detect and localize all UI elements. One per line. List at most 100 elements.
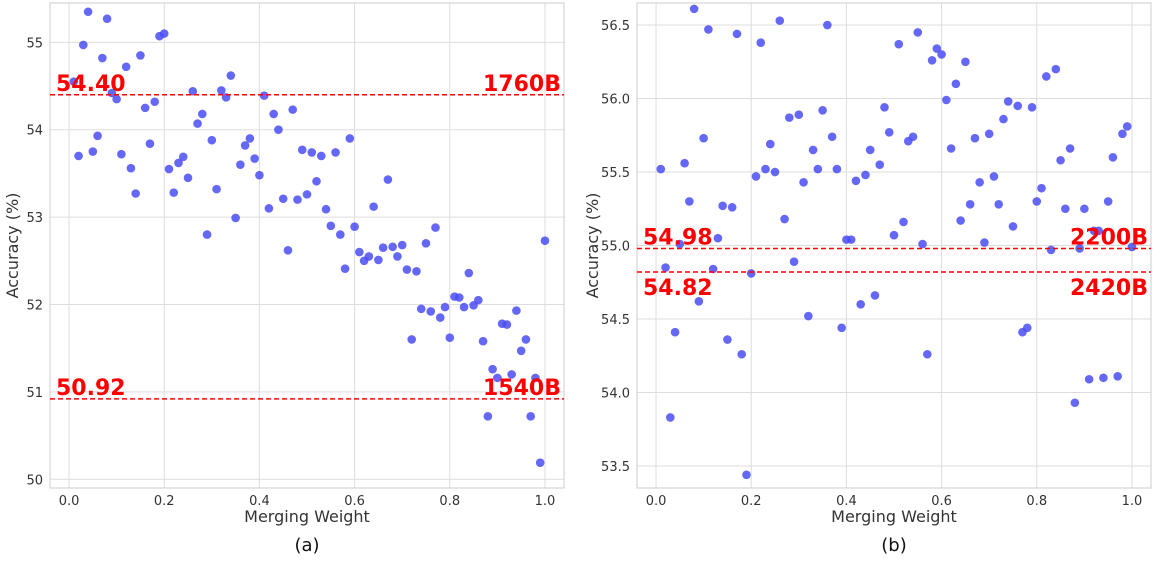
data-point (331, 148, 340, 157)
data-point (961, 57, 970, 67)
data-point (507, 370, 516, 379)
data-point (283, 246, 293, 255)
y-axis-label: Accuracy (%) (3, 193, 22, 299)
data-point (421, 239, 431, 248)
data-point (804, 311, 813, 321)
data-point (1099, 373, 1108, 383)
data-point (994, 200, 1004, 209)
plot-frame (49, 2, 565, 489)
data-point (689, 4, 699, 14)
panel-label: (b) (881, 535, 906, 556)
data-point (459, 302, 469, 312)
data-point (407, 335, 417, 344)
data-point (856, 299, 865, 309)
data-point (937, 50, 946, 59)
data-point (1056, 155, 1065, 165)
data-point (951, 79, 961, 89)
data-point (746, 269, 756, 278)
x-axis-label: Merging Weight (831, 507, 957, 526)
data-point (326, 221, 336, 231)
data-point (278, 194, 288, 204)
y-tick-label: 55 (26, 36, 43, 51)
data-point (780, 214, 789, 224)
y-tick-label: 52 (26, 298, 43, 313)
data-point (889, 230, 899, 240)
data-point (297, 145, 307, 155)
data-point (531, 373, 540, 383)
data-point (861, 170, 870, 180)
chart-panel-1: 0.0 0.2 0.4 0.6 0.8 1.0 50 51 52 53 54 55 Merging We… (3, 2, 565, 556)
data-point (83, 7, 93, 17)
data-point (383, 175, 393, 184)
data-point (827, 132, 837, 142)
data-point (454, 293, 464, 302)
data-point (250, 154, 259, 163)
data-point (1103, 197, 1113, 206)
data-point (307, 148, 317, 157)
data-point (1051, 64, 1061, 74)
y-tick-label: 55.5 (601, 166, 630, 181)
x-tick-label: 0.8 (439, 494, 460, 509)
data-point (980, 238, 989, 247)
data-point (846, 235, 856, 244)
data-point (975, 178, 984, 187)
data-point (231, 213, 240, 223)
data-point (264, 204, 274, 213)
data-point (316, 151, 326, 161)
data-point (136, 51, 145, 60)
data-point (445, 333, 455, 342)
data-point (388, 242, 397, 252)
data-point (1070, 398, 1080, 408)
data-point (140, 103, 150, 113)
data-point (112, 94, 121, 104)
data-point (704, 25, 713, 34)
data-point (1022, 323, 1032, 333)
data-point (197, 109, 207, 119)
data-point (440, 302, 450, 312)
data-point (956, 216, 965, 225)
data-point (770, 167, 780, 177)
x-tick-label: 0.6 (344, 494, 365, 509)
data-point (794, 110, 804, 119)
data-point (1080, 204, 1089, 214)
data-point (918, 239, 927, 249)
data-point (126, 163, 136, 173)
data-point (159, 29, 169, 38)
x-tick-label: 0.4 (836, 494, 857, 509)
data-point (488, 364, 497, 374)
data-point (535, 458, 545, 467)
data-point (336, 230, 345, 239)
y-tick-label: 54.5 (601, 313, 630, 328)
data-point (74, 151, 83, 161)
data-point (521, 335, 531, 344)
data-point (202, 230, 212, 239)
data-point (217, 86, 226, 95)
data-point (1013, 101, 1023, 111)
data-point (274, 125, 283, 135)
data-point (512, 306, 521, 315)
data-point (178, 152, 188, 162)
x-tick-label: 0.8 (1026, 494, 1047, 509)
data-point (164, 164, 174, 174)
data-point (150, 97, 160, 107)
data-point (999, 114, 1008, 124)
data-point (784, 113, 794, 122)
data-point (913, 28, 923, 37)
data-point (540, 236, 550, 245)
data-point (965, 200, 975, 209)
data-point (431, 223, 440, 232)
data-point (761, 164, 770, 174)
data-point (699, 133, 708, 143)
data-point (79, 40, 88, 50)
data-point (742, 470, 751, 480)
data-point (1122, 122, 1132, 131)
x-tick-label: 1.0 (1122, 494, 1143, 509)
data-point (169, 188, 179, 197)
data-point (255, 170, 264, 180)
data-point (823, 20, 832, 30)
x-axis-label: Merging Weight (244, 507, 370, 526)
y-tick-label: 54 (26, 124, 43, 139)
data-point (789, 257, 799, 266)
data-point (1113, 372, 1122, 381)
